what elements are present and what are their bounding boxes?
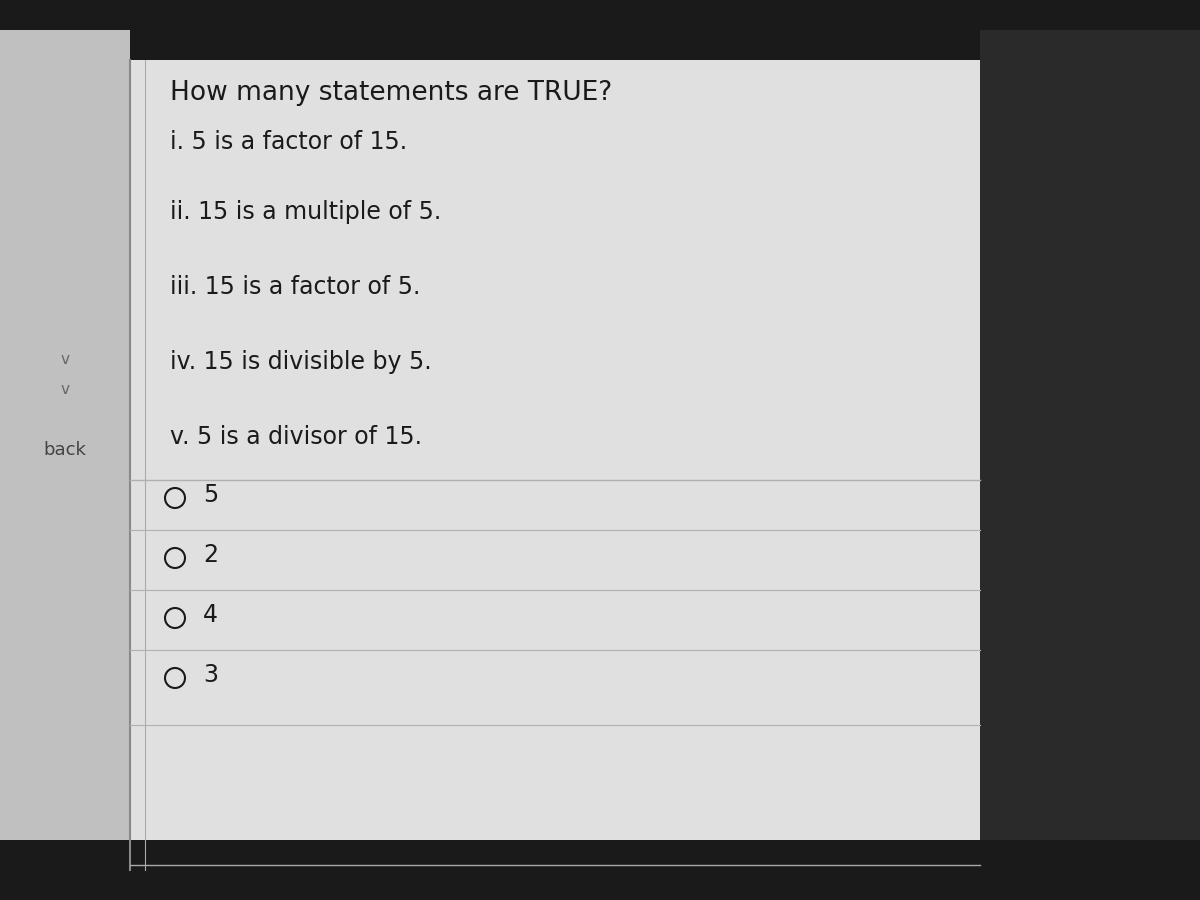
Text: ii. 15 is a multiple of 5.: ii. 15 is a multiple of 5.: [170, 200, 442, 224]
Text: How many statements are TRUE?: How many statements are TRUE?: [170, 80, 612, 106]
Text: 3: 3: [203, 663, 218, 687]
Text: 5: 5: [203, 483, 218, 507]
Text: 2: 2: [203, 543, 218, 567]
Text: iv. 15 is divisible by 5.: iv. 15 is divisible by 5.: [170, 350, 432, 374]
Bar: [130, 60, 980, 870]
Text: i. 5 is a factor of 15.: i. 5 is a factor of 15.: [170, 130, 407, 154]
Text: 4: 4: [203, 603, 218, 627]
Text: back: back: [43, 441, 86, 459]
Text: v: v: [60, 382, 70, 398]
Text: v: v: [60, 353, 70, 367]
Bar: [0, 0, 1200, 30]
Text: iii. 15 is a factor of 5.: iii. 15 is a factor of 5.: [170, 275, 420, 299]
Bar: [0, 840, 1200, 900]
Bar: [0, 0, 130, 900]
Text: v. 5 is a divisor of 15.: v. 5 is a divisor of 15.: [170, 425, 422, 449]
Bar: [980, 0, 1200, 900]
